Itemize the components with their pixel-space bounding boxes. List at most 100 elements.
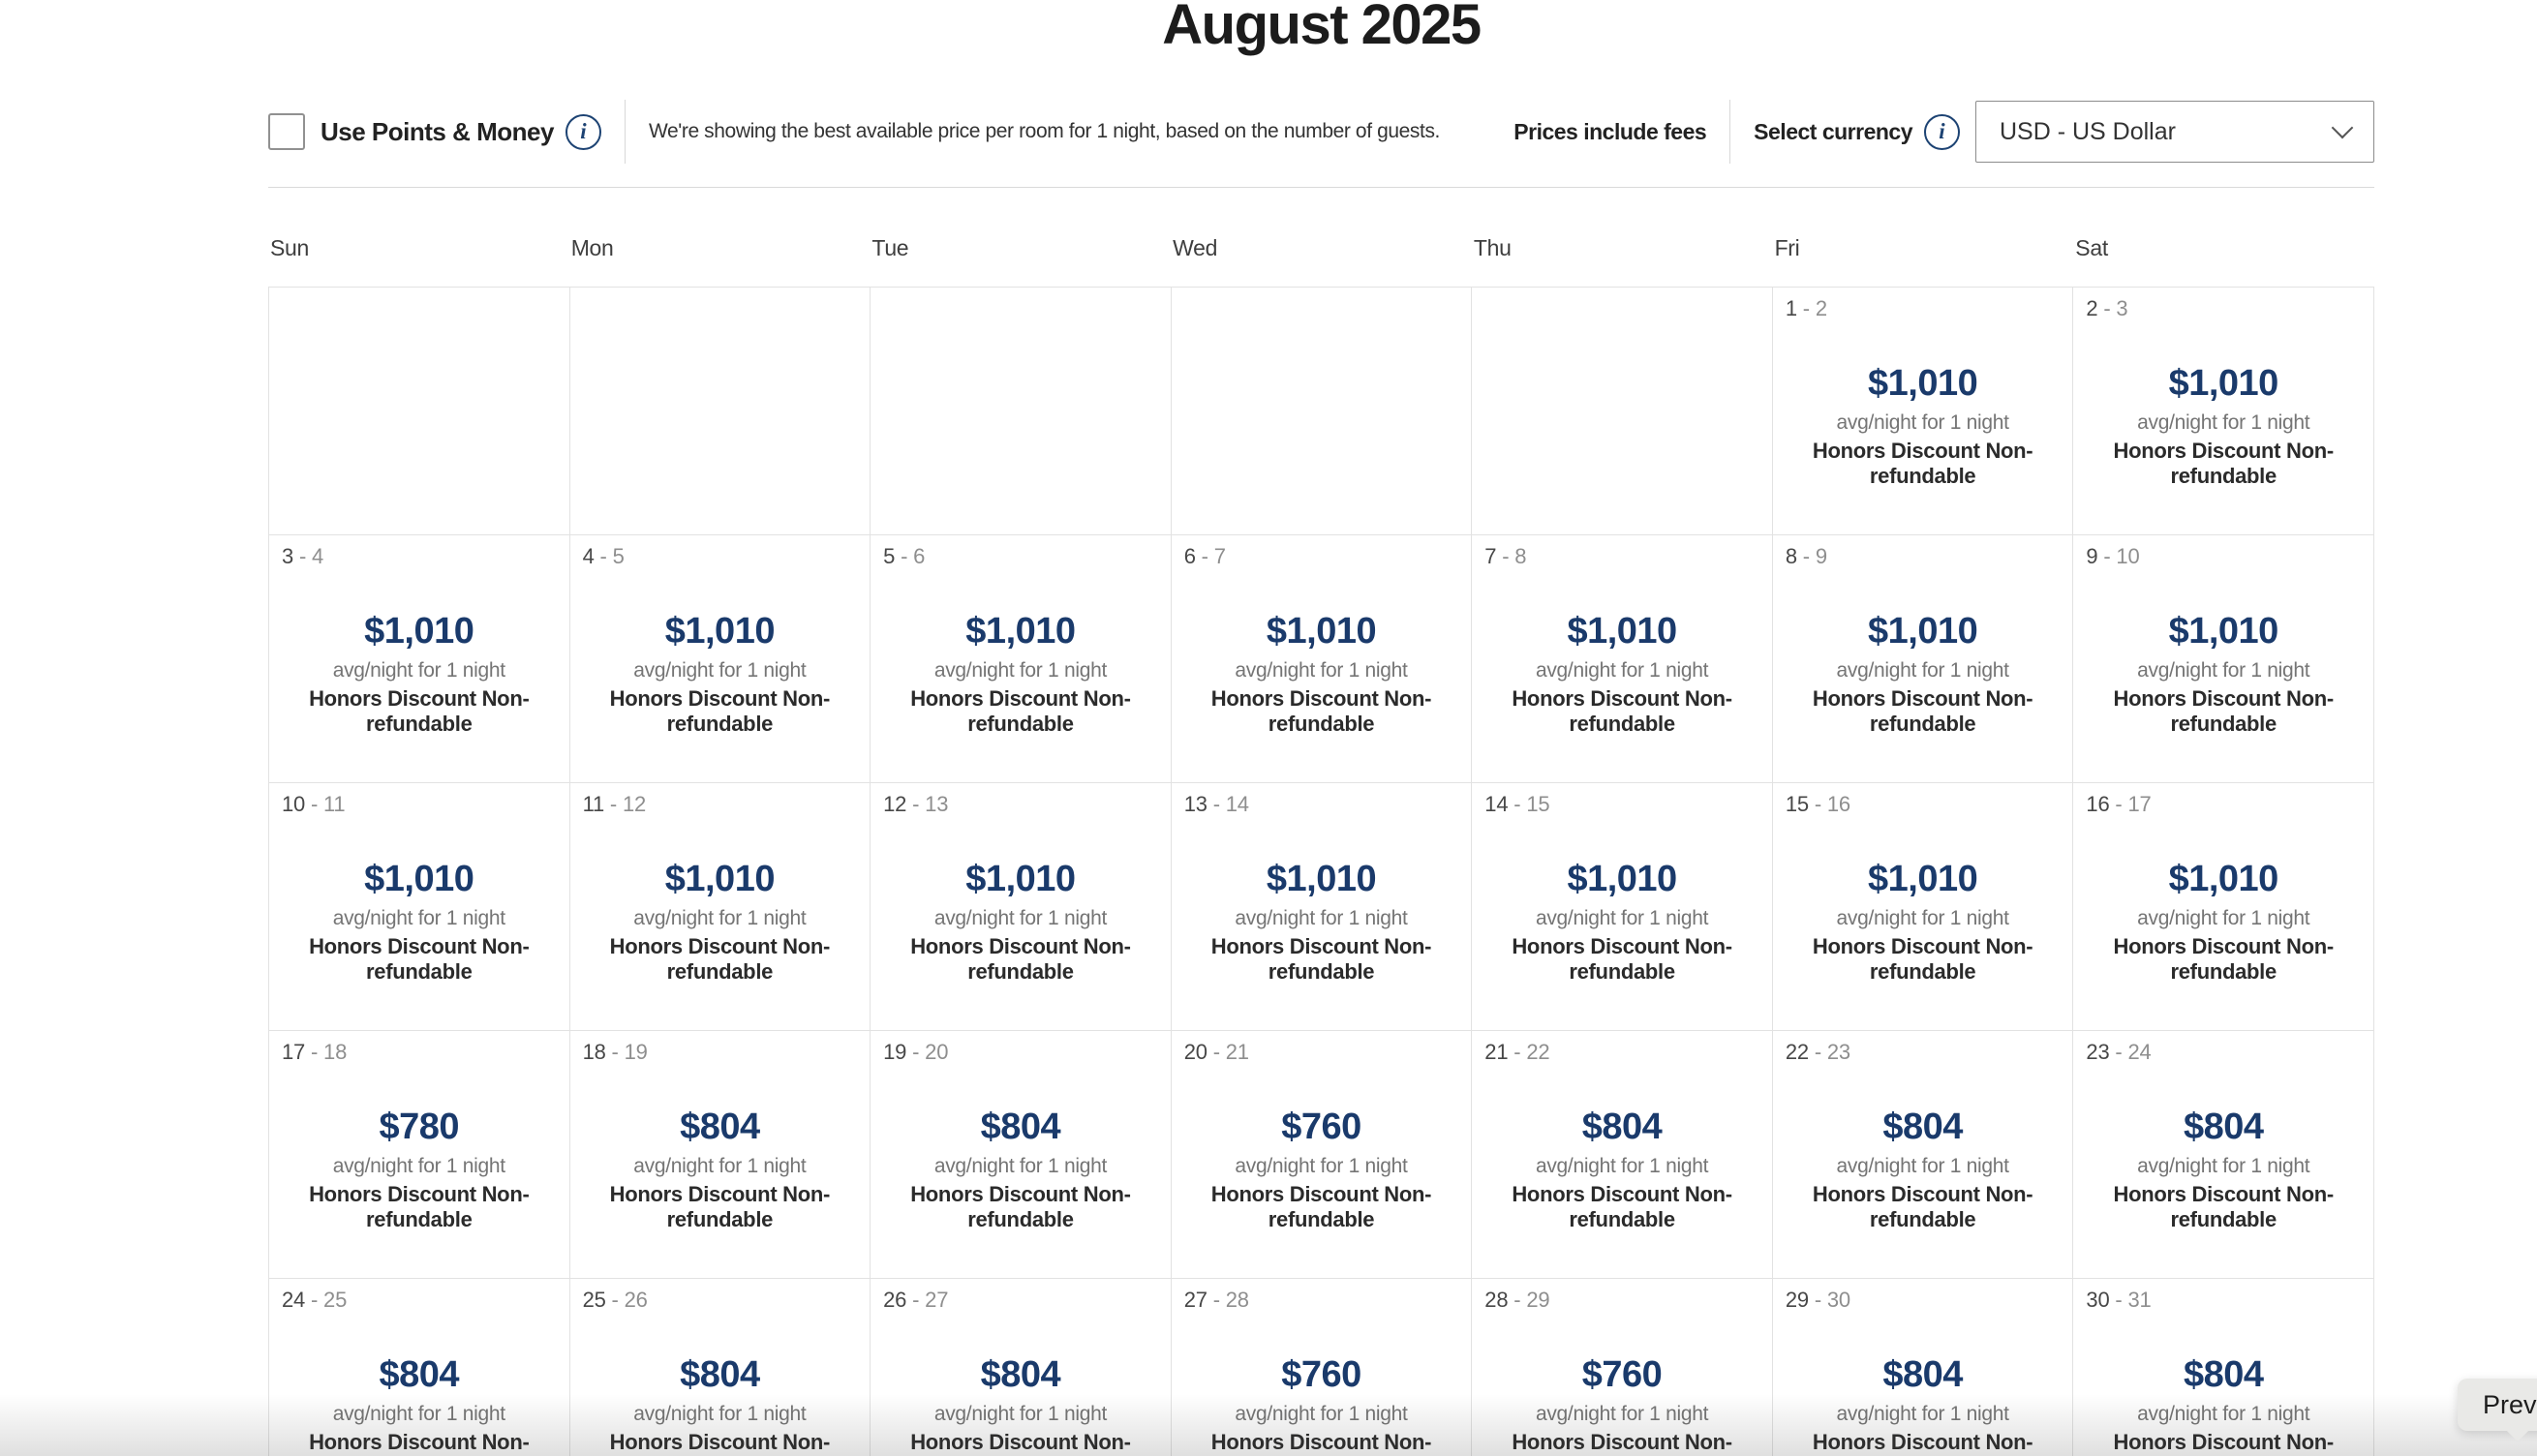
cell-price: $1,010 [1868, 859, 1978, 899]
calendar-cell-empty [569, 288, 871, 535]
calendar-cell[interactable]: 16 - 17 $1,010 avg/night for 1 night Hon… [2073, 783, 2374, 1031]
date-range: 25 - 26 [583, 1288, 648, 1313]
checkout-day: 17 [2127, 792, 2152, 816]
cell-price: $804 [2183, 1354, 2264, 1395]
checkout-day: 18 [323, 1040, 348, 1064]
checkin-day: 30 [2086, 1288, 2110, 1312]
calendar-cell[interactable]: 28 - 29 $760 avg/night for 1 night Honor… [1472, 1279, 1773, 1456]
cell-price: $1,010 [2168, 859, 2279, 899]
points-info-icon[interactable]: i [565, 113, 601, 150]
calendar-cell[interactable]: 1 - 2 $1,010 avg/night for 1 night Honor… [1772, 288, 2074, 535]
checkin-day: 10 [282, 792, 306, 816]
rate-name: Honors Discount Non-refundable [1210, 1182, 1432, 1231]
calendar-cell[interactable]: 11 - 12 $1,010 avg/night for 1 night Hon… [569, 783, 871, 1031]
checkout-day: 24 [2127, 1040, 2152, 1064]
day-header-mon: Mon [570, 235, 614, 260]
calendar-cell[interactable]: 10 - 11 $1,010 avg/night for 1 night Hon… [269, 783, 570, 1031]
date-separator: - [1508, 1040, 1527, 1064]
rate-name: Honors Discount Non-refundable [309, 1430, 530, 1456]
calendar-cell[interactable]: 30 - 31 $804 avg/night for 1 night Honor… [2073, 1279, 2374, 1456]
checkout-day: 20 [925, 1040, 949, 1064]
month-title: August 2025 [1162, 0, 1482, 56]
checkout-day: 6 [913, 544, 926, 568]
calendar-cell[interactable]: 6 - 7 $1,010 avg/night for 1 night Honor… [1171, 535, 1473, 783]
checkin-day: 24 [282, 1288, 306, 1312]
calendar-cell[interactable]: 2 - 3 $1,010 avg/night for 1 night Honor… [2073, 288, 2374, 535]
calendar-cell[interactable]: 17 - 18 $780 avg/night for 1 night Honor… [269, 1031, 570, 1279]
date-range: 28 - 29 [1484, 1288, 1549, 1313]
currency-info-icon[interactable]: i [1924, 113, 1960, 150]
date-range: 23 - 24 [2086, 1040, 2151, 1065]
avg-night-label: avg/night for 1 night [2137, 907, 2310, 929]
calendar-cell[interactable]: 15 - 16 $1,010 avg/night for 1 night Hon… [1772, 783, 2074, 1031]
calendar-cell[interactable]: 14 - 15 $1,010 avg/night for 1 night Hon… [1472, 783, 1773, 1031]
date-range: 11 - 12 [583, 792, 647, 817]
checkin-day: 17 [282, 1040, 306, 1064]
date-separator: - [1808, 1040, 1827, 1064]
date-separator: - [1195, 544, 1214, 568]
date-range: 24 - 25 [282, 1288, 347, 1313]
cell-price: $804 [1882, 1354, 1963, 1395]
checkin-day: 15 [1785, 792, 1809, 816]
cell-price: $780 [379, 1107, 460, 1147]
calendar-cell[interactable]: 29 - 30 $804 avg/night for 1 night Honor… [1772, 1279, 2074, 1456]
cell-price: $1,010 [1868, 611, 1978, 652]
date-range: 10 - 11 [282, 792, 346, 817]
calendar-cell[interactable]: 19 - 20 $804 avg/night for 1 night Honor… [871, 1031, 1172, 1279]
calendar-cell[interactable]: 23 - 24 $804 avg/night for 1 night Honor… [2073, 1031, 2374, 1279]
avg-night-label: avg/night for 1 night [332, 907, 505, 929]
cell-price: $1,010 [664, 859, 776, 899]
day-header-tue: Tue [871, 235, 909, 260]
calendar-cell[interactable]: 18 - 19 $804 avg/night for 1 night Honor… [569, 1031, 871, 1279]
checkout-day: 16 [1826, 792, 1850, 816]
date-range: 1 - 2 [1786, 296, 1827, 321]
calendar-cell[interactable]: 24 - 25 $804 avg/night for 1 night Honor… [269, 1279, 570, 1456]
cell-price: $760 [1581, 1354, 1663, 1395]
info-icon-glyph: i [580, 119, 587, 143]
checkin-day: 12 [883, 792, 907, 816]
day-header-sun: Sun [270, 235, 310, 260]
date-separator: - [1508, 1288, 1527, 1312]
calendar-cell[interactable]: 7 - 8 $1,010 avg/night for 1 night Honor… [1472, 535, 1773, 783]
date-range: 17 - 18 [282, 1040, 347, 1065]
calendar-cell[interactable]: 13 - 14 $1,010 avg/night for 1 night Hon… [1171, 783, 1473, 1031]
checkout-day: 30 [1826, 1288, 1850, 1312]
calendar-cell[interactable]: 21 - 22 $804 avg/night for 1 night Honor… [1472, 1031, 1773, 1279]
calendar-cell[interactable]: 12 - 13 $1,010 avg/night for 1 night Hon… [871, 783, 1172, 1031]
avg-night-label: avg/night for 1 night [332, 659, 505, 682]
cell-price: $1,010 [965, 611, 1076, 652]
checkout-day: 23 [1826, 1040, 1850, 1064]
calendar-cell[interactable]: 9 - 10 $1,010 avg/night for 1 night Hono… [2073, 535, 2374, 783]
avg-night-label: avg/night for 1 night [633, 907, 807, 929]
currency-select[interactable]: USD - US Dollar [1975, 101, 2374, 163]
avg-night-label: avg/night for 1 night [933, 1403, 1107, 1425]
date-range: 8 - 9 [1786, 544, 1827, 569]
rate-name: Honors Discount Non-refundable [2113, 439, 2334, 488]
rate-name: Honors Discount Non-refundable [910, 1182, 1131, 1231]
checkout-day: 2 [1815, 296, 1827, 320]
calendar-cell[interactable]: 20 - 21 $760 avg/night for 1 night Honor… [1171, 1031, 1473, 1279]
calendar-cell[interactable]: 26 - 27 $804 avg/night for 1 night Honor… [871, 1279, 1172, 1456]
calendar-cell[interactable]: 8 - 9 $1,010 avg/night for 1 night Honor… [1772, 535, 2074, 783]
calendar-cell-empty [269, 288, 570, 535]
avg-night-label: avg/night for 1 night [1836, 1155, 2009, 1177]
checkout-day: 15 [1526, 792, 1550, 816]
calendar-cell[interactable]: 3 - 4 $1,010 avg/night for 1 night Honor… [269, 535, 570, 783]
calendar-cell[interactable]: 27 - 28 $760 avg/night for 1 night Honor… [1171, 1279, 1473, 1456]
calendar-cell[interactable]: 5 - 6 $1,010 avg/night for 1 night Honor… [871, 535, 1172, 783]
prev-tooltip[interactable]: Prev [2458, 1379, 2537, 1442]
calendar-cell[interactable]: 4 - 5 $1,010 avg/night for 1 night Honor… [569, 535, 871, 783]
rate-name: Honors Discount Non-refundable [609, 934, 831, 984]
checkout-day: 14 [1225, 792, 1249, 816]
date-separator: - [1796, 544, 1816, 568]
calendar-cell[interactable]: 25 - 26 $804 avg/night for 1 night Honor… [569, 1279, 871, 1456]
calendar-cell[interactable]: 22 - 23 $804 avg/night for 1 night Honor… [1772, 1031, 2074, 1279]
cell-price: $1,010 [364, 859, 474, 899]
checkout-day: 27 [925, 1288, 949, 1312]
use-points-checkbox[interactable] [268, 113, 305, 150]
select-currency-label: Select currency [1754, 118, 1912, 144]
checkin-day: 28 [1484, 1288, 1509, 1312]
avg-night-label: avg/night for 1 night [2137, 411, 2310, 434]
use-points-label[interactable]: Use Points & Money [321, 116, 554, 146]
rate-name: Honors Discount Non-refundable [1512, 686, 1732, 736]
